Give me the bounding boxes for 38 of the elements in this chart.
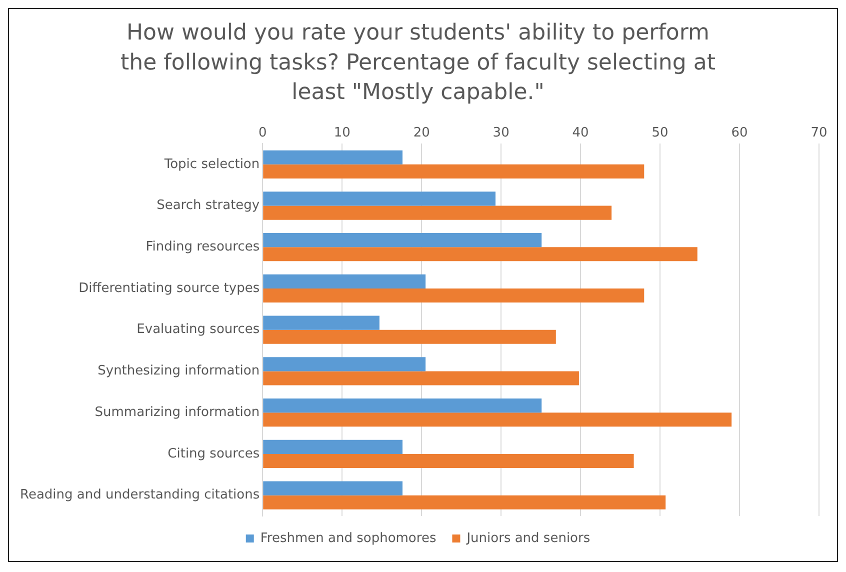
- bar: [263, 495, 666, 510]
- bar: [263, 192, 496, 206]
- chart-title: How would you rate your students' ability to perform the following tasks? Percentage of faculty selecting at least "Mostly capable.": [120, 20, 716, 105]
- y-tick-label: Topic selection: [163, 156, 260, 172]
- x-tick-label: 10: [334, 125, 350, 140]
- bar: [263, 398, 542, 413]
- x-tick-label: 20: [413, 125, 430, 140]
- bar: [263, 206, 612, 220]
- x-tick-label: 50: [652, 125, 668, 140]
- y-tick-label: Differentiating source types: [78, 280, 260, 296]
- bar: [263, 316, 380, 330]
- x-tick-label: 70: [810, 125, 828, 140]
- bar: [263, 412, 732, 427]
- y-tick-label: Reading and understanding citations: [20, 488, 260, 503]
- bar: [263, 454, 634, 468]
- y-tick-label: Search strategy: [156, 198, 260, 214]
- y-tick-label: Evaluating sources: [136, 322, 260, 338]
- legend-label: Freshmen and sophomores: [260, 530, 436, 546]
- bar: [263, 164, 644, 178]
- bar: [263, 247, 698, 262]
- bar: [263, 233, 542, 248]
- y-tick-label: Synthesizing information: [98, 364, 260, 379]
- bar: [263, 288, 644, 303]
- x-tick-label: 60: [731, 125, 748, 140]
- x-tick-label: 30: [492, 125, 510, 140]
- legend-label: Juniors and seniors: [466, 530, 590, 546]
- bar: [263, 481, 403, 496]
- y-tick-label: Finding resources: [146, 239, 260, 254]
- bar: [263, 274, 426, 288]
- bar: [263, 371, 579, 386]
- y-tick-label: Citing sources: [168, 446, 260, 462]
- bar: [263, 330, 556, 344]
- bar: [263, 440, 403, 454]
- bar: [263, 357, 426, 372]
- x-tick-label: 40: [572, 125, 589, 140]
- x-tick-label: 0: [258, 125, 267, 140]
- bar: [263, 150, 403, 164]
- y-tick-label: Summarizing information: [94, 404, 260, 420]
